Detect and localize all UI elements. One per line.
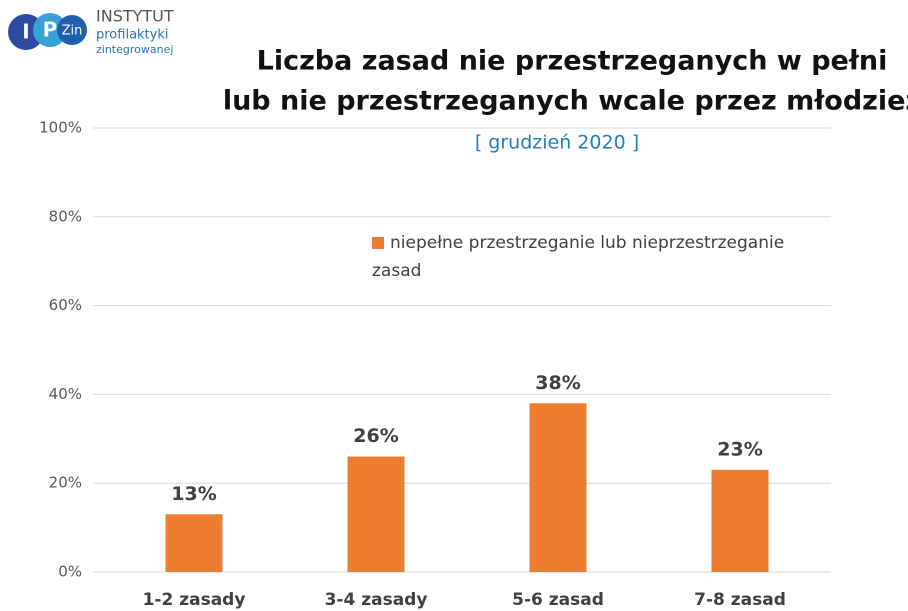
legend: niepełne przestrzeganie lub nieprzestrze…: [372, 229, 822, 285]
logo: I P Zin INSTYTUT profilaktyki zintegrowa…: [8, 7, 174, 56]
data-label: 38%: [535, 372, 580, 394]
chart-title: lub nie przestrzeganych wcale przez młod…: [223, 86, 908, 117]
x-tick-label: 7-8 zasad: [694, 590, 786, 610]
bar: [529, 403, 587, 572]
legend-swatch: [372, 237, 384, 249]
data-label: 23%: [717, 438, 762, 460]
y-tick-label: 80%: [49, 207, 82, 225]
data-label: 26%: [353, 425, 398, 447]
legend-label: niepełne przestrzeganie lub nieprzestrze…: [372, 233, 785, 281]
y-tick-label: 60%: [49, 296, 82, 314]
y-tick-label: 40%: [49, 385, 82, 403]
logo-text: INSTYTUT: [96, 7, 174, 26]
logo-letter: P: [43, 18, 58, 42]
x-tick-label: 5-6 zasad: [512, 590, 604, 610]
y-tick-label: 20%: [49, 474, 82, 492]
chart-subtitle: [ grudzień 2020 ]: [475, 132, 639, 154]
logo-letter: I: [22, 20, 29, 44]
logo-letter: Zin: [62, 24, 83, 39]
logo-text: zintegrowanej: [96, 43, 173, 56]
logo-piece: [57, 15, 87, 45]
y-tick-label: 100%: [39, 119, 82, 137]
logo-text: profilaktyki: [96, 28, 169, 43]
x-tick-label: 3-4 zasady: [325, 590, 428, 610]
y-tick-label: 0%: [58, 563, 82, 581]
data-label: 13%: [171, 483, 216, 505]
bar: [165, 514, 223, 572]
chart-title: Liczba zasad nie przestrzeganych w pełni: [257, 46, 888, 77]
logo-piece: [33, 13, 67, 47]
bar: [711, 469, 769, 572]
bar: [347, 456, 405, 572]
x-tick-label: 1-2 zasady: [143, 590, 246, 610]
